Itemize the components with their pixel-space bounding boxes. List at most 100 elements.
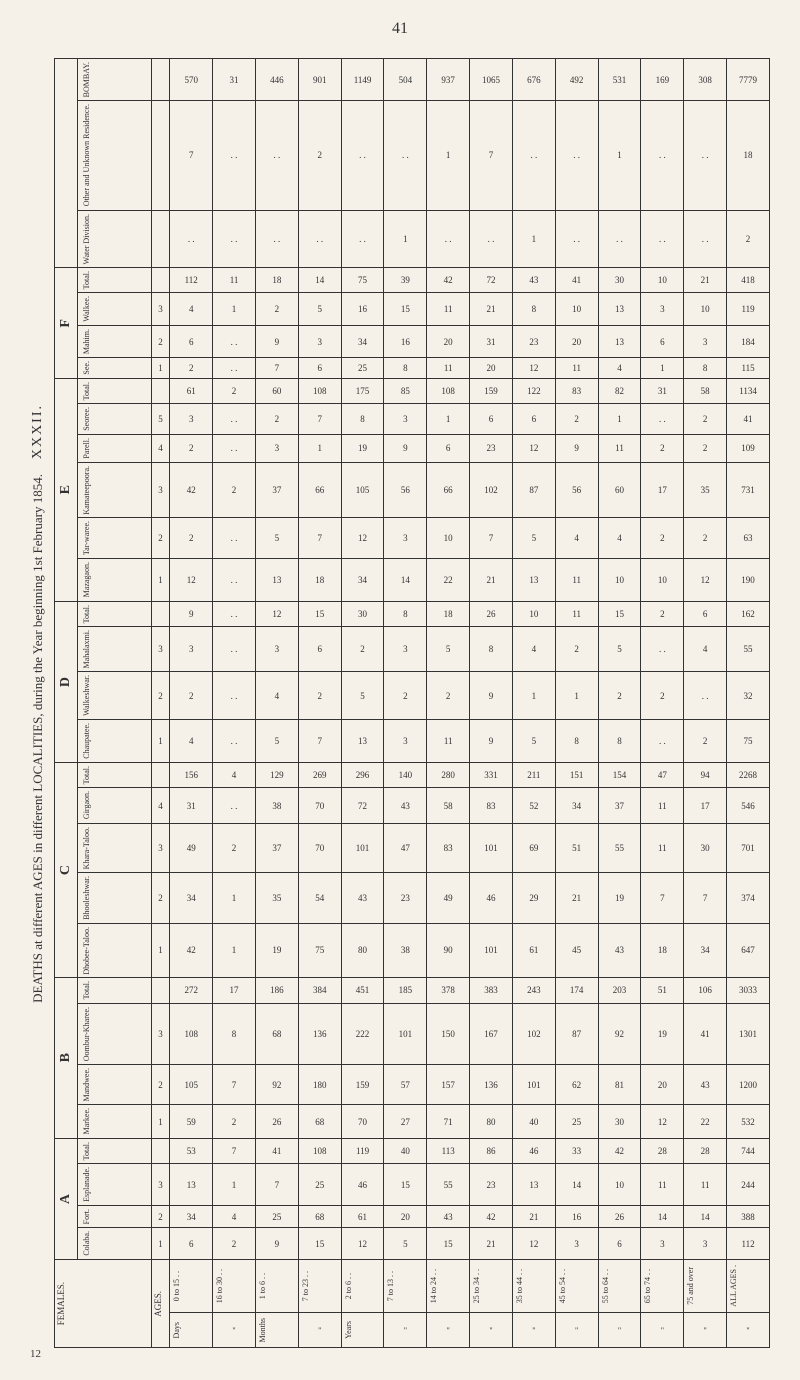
data-cell: 12 <box>512 1228 555 1260</box>
data-cell: 331 <box>470 763 513 788</box>
data-cell: 13 <box>512 559 555 601</box>
data-cell: 45 <box>555 923 598 978</box>
data-cell: 2 <box>384 672 427 720</box>
data-cell: 1 <box>641 358 684 379</box>
data-cell: 75 <box>341 268 384 293</box>
row-code: 2 <box>151 1064 170 1105</box>
data-cell: 15 <box>298 601 341 626</box>
data-cell: 11 <box>555 559 598 601</box>
row-label: Walkeshwar. <box>81 674 92 717</box>
data-cell: 157 <box>427 1064 470 1105</box>
data-cell: 378 <box>427 978 470 1003</box>
age-period: " <box>641 1312 684 1347</box>
data-cell: . . <box>641 627 684 672</box>
data-cell: 31 <box>213 59 256 101</box>
data-cell: 87 <box>512 462 555 518</box>
row-label: Water Division. <box>81 213 92 265</box>
data-cell: 19 <box>341 434 384 462</box>
data-cell: 211 <box>512 763 555 788</box>
data-cell: 122 <box>512 378 555 403</box>
data-cell: 4 <box>170 293 213 326</box>
data-cell: 3 <box>384 627 427 672</box>
row-code: 1 <box>151 923 170 978</box>
data-cell: 5 <box>255 720 298 763</box>
data-cell: 7 <box>684 872 727 923</box>
data-cell: 61 <box>512 923 555 978</box>
data-cell: 2 <box>213 1228 256 1260</box>
data-cell: 6 <box>170 326 213 358</box>
data-cell: 63 <box>727 518 770 559</box>
data-cell: 92 <box>598 1003 641 1064</box>
age-bracket: 2 to 6 . . <box>341 1260 384 1313</box>
row-code: 2 <box>151 518 170 559</box>
row-code <box>151 59 170 101</box>
data-cell: 108 <box>298 378 341 403</box>
data-cell: 12 <box>512 358 555 379</box>
data-cell: 296 <box>341 763 384 788</box>
data-cell: 52 <box>512 788 555 823</box>
data-cell: 384 <box>298 978 341 1003</box>
data-cell: 18 <box>298 559 341 601</box>
data-cell: 2268 <box>727 763 770 788</box>
data-cell: 2 <box>170 672 213 720</box>
data-cell: 7 <box>213 1064 256 1105</box>
data-cell: 18 <box>255 268 298 293</box>
data-cell: 55 <box>427 1164 470 1206</box>
data-cell: 66 <box>298 462 341 518</box>
row-label: BOMBAY. <box>81 61 92 98</box>
data-cell: 101 <box>384 1003 427 1064</box>
data-cell: 3 <box>684 326 727 358</box>
row-code: 2 <box>151 672 170 720</box>
data-cell: 5 <box>255 518 298 559</box>
data-cell: 1 <box>512 210 555 267</box>
age-period: Years <box>341 1312 384 1347</box>
data-cell: 186 <box>255 978 298 1003</box>
data-cell: 4 <box>684 627 727 672</box>
row-code: 3 <box>151 293 170 326</box>
data-cell: 9 <box>470 672 513 720</box>
data-cell: 37 <box>255 823 298 872</box>
data-cell: 2 <box>684 434 727 462</box>
data-cell: 26 <box>470 601 513 626</box>
data-cell: 1 <box>298 434 341 462</box>
data-cell: 22 <box>684 1105 727 1138</box>
row-label: Tar-waree. <box>81 520 92 556</box>
data-cell: . . <box>384 101 427 210</box>
data-cell: 5 <box>598 627 641 672</box>
data-cell: 109 <box>727 434 770 462</box>
data-cell: 492 <box>555 59 598 101</box>
data-cell: 2 <box>641 434 684 462</box>
data-cell: 105 <box>170 1064 213 1105</box>
data-cell: 115 <box>727 358 770 379</box>
data-cell: 80 <box>341 923 384 978</box>
row-label: Mazagaon. <box>81 561 92 598</box>
data-cell: 504 <box>384 59 427 101</box>
data-cell: 47 <box>384 823 427 872</box>
data-cell: 94 <box>684 763 727 788</box>
row-code: 2 <box>151 872 170 923</box>
data-cell: 3 <box>170 627 213 672</box>
data-cell: 60 <box>598 462 641 518</box>
age-period: " <box>684 1312 727 1347</box>
data-cell: 60 <box>255 378 298 403</box>
data-cell: 1 <box>555 672 598 720</box>
data-cell: 112 <box>170 268 213 293</box>
data-cell: 2 <box>598 672 641 720</box>
data-cell: 10 <box>512 601 555 626</box>
data-cell: 83 <box>555 378 598 403</box>
data-cell: 1149 <box>341 59 384 101</box>
data-cell: . . <box>213 788 256 823</box>
data-cell: 30 <box>684 823 727 872</box>
data-cell: 58 <box>427 788 470 823</box>
data-cell: 7 <box>255 1164 298 1206</box>
data-cell: 20 <box>470 358 513 379</box>
data-cell: 56 <box>555 462 598 518</box>
data-cell: 8 <box>341 404 384 435</box>
row-code: 3 <box>151 823 170 872</box>
data-cell: 49 <box>427 872 470 923</box>
data-cell: 33 <box>555 1138 598 1163</box>
data-cell: 374 <box>727 872 770 923</box>
row-code: 3 <box>151 1003 170 1064</box>
section-letter: C <box>58 865 74 875</box>
data-cell: 136 <box>298 1003 341 1064</box>
